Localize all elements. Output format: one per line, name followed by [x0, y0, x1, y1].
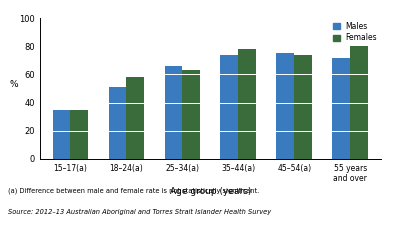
Y-axis label: %: %: [9, 79, 18, 89]
Bar: [183, 70, 200, 159]
Text: (a) Difference between male and female rate is not statistically significant.: (a) Difference between male and female r…: [8, 187, 259, 194]
Bar: [52, 110, 71, 159]
Bar: [276, 53, 294, 159]
Legend: Males, Females: Males, Females: [333, 22, 377, 42]
Bar: [220, 55, 238, 159]
Bar: [164, 66, 183, 159]
Bar: [294, 55, 312, 159]
Bar: [71, 110, 89, 159]
X-axis label: Age group (years): Age group (years): [170, 187, 251, 196]
Bar: [332, 58, 350, 159]
Bar: [127, 77, 145, 159]
Bar: [350, 46, 368, 159]
Text: Source: 2012–13 Australian Aboriginal and Torres Strait Islander Health Survey: Source: 2012–13 Australian Aboriginal an…: [8, 209, 271, 215]
Bar: [238, 49, 256, 159]
Bar: [108, 87, 127, 159]
